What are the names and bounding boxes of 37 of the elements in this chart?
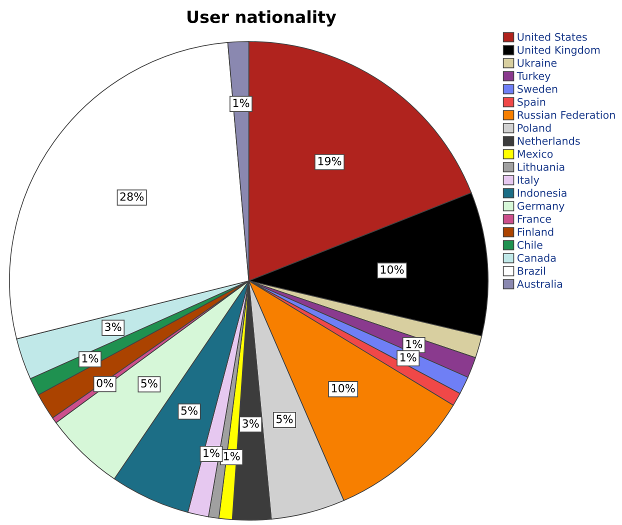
legend-label: Indonesia [518,188,566,197]
data-label: 3% [242,419,259,428]
legend-label: Canada [517,254,556,262]
legend-label: Chile [517,240,542,249]
data-label: 1% [204,448,220,458]
legend-label: Italy [518,176,540,186]
legend-label: Spain [518,98,546,108]
legend-label: Ukraine [518,58,557,67]
data-label: 1% [82,354,98,363]
legend-label: Finland [518,228,554,236]
legend-label: France [518,215,551,223]
chart-title: User nationality [188,10,336,27]
legend-label: Turkey [516,72,550,82]
data-label: 10% [380,265,404,274]
data-label: 1% [233,98,250,108]
legend-label: Brazil [518,266,545,275]
data-label: 5% [181,406,198,415]
legend-label: Poland [518,124,551,132]
data-label: 3% [105,322,122,332]
data-label: 5% [276,414,293,424]
legend-label: Russian Federation [518,110,615,119]
data-label: 10% [332,384,355,392]
data-label: 28% [120,192,144,201]
legend-label: Sweden [518,84,558,93]
data-label: 1% [224,452,240,460]
data-label: 0% [96,378,114,388]
legend-label: United Kingdom [518,46,600,56]
legend-label: Lithuania [518,162,564,171]
legend-label: Germany [517,202,564,212]
legend-label: Australia [516,280,562,288]
data-label: 5% [141,379,158,388]
legend-label: Netherlands [518,136,580,145]
legend-label: Mexico [518,150,553,158]
data-label: 19% [318,156,342,166]
data-label: 1% [400,353,416,362]
data-label: 1% [406,340,422,348]
legend-label: United States [518,32,587,41]
